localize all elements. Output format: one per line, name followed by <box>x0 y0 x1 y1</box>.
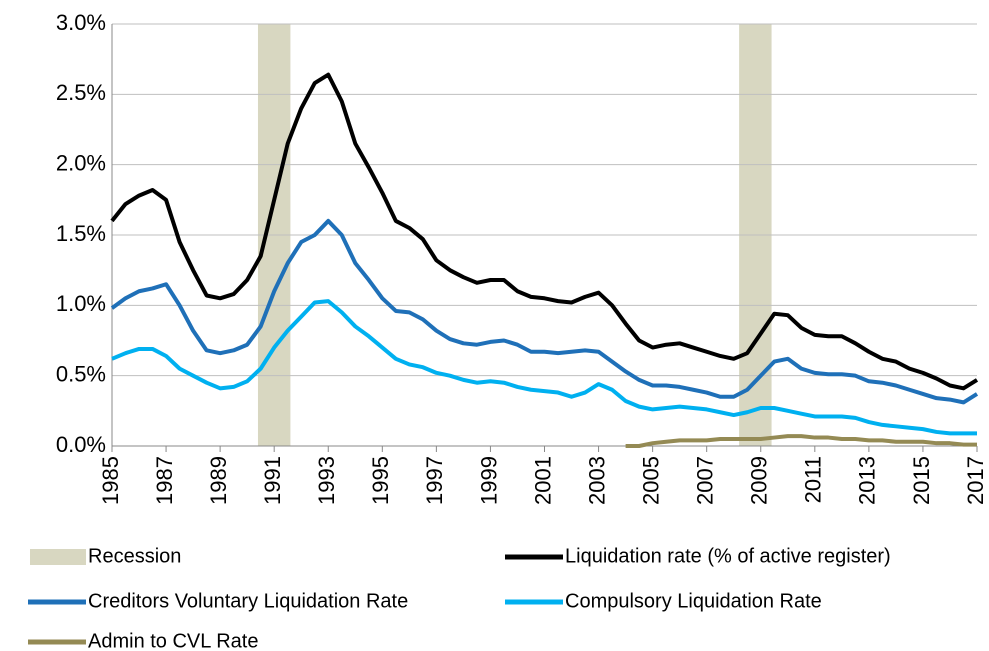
legend-label: Compulsory Liquidation Rate <box>565 590 822 612</box>
y-tick-label: 3.0% <box>56 10 106 35</box>
series-line <box>110 72 979 391</box>
x-tick-label: 2011 <box>801 456 826 503</box>
legend-swatch <box>30 549 86 565</box>
y-tick-label: 2.5% <box>56 80 106 105</box>
legend-label: Admin to CVL Rate <box>88 630 258 651</box>
x-tick-label: 1993 <box>314 456 339 505</box>
x-tick-label: 2009 <box>747 456 772 505</box>
legend-label: Creditors Voluntary Liquidation Rate <box>88 590 408 612</box>
x-tick-label: 1991 <box>260 456 285 505</box>
x-tick-label: 1985 <box>98 456 123 505</box>
x-tick-label: 2015 <box>909 456 934 505</box>
x-tick-label: 2013 <box>855 456 880 505</box>
legend-label: Recession <box>88 545 181 567</box>
x-tick-label: 1995 <box>368 456 393 505</box>
x-tick-label: 1997 <box>422 456 447 505</box>
x-tick-label: 2001 <box>530 456 555 505</box>
series-line <box>625 434 977 448</box>
x-tick-label: 2003 <box>584 456 609 505</box>
x-tick-label: 2005 <box>638 456 663 505</box>
y-tick-label: 0.5% <box>56 361 106 386</box>
x-tick-label: 1987 <box>152 456 177 505</box>
x-tick-label: 2017 <box>963 456 988 505</box>
series-line <box>110 218 979 405</box>
y-tick-label: 1.5% <box>56 221 106 246</box>
x-tick-label: 1989 <box>206 456 231 505</box>
y-tick-label: 0.0% <box>56 432 106 457</box>
y-tick-label: 2.0% <box>56 150 106 175</box>
legend-label: Liquidation rate (% of active register) <box>565 545 891 567</box>
x-tick-label: 2007 <box>693 456 718 505</box>
series-line <box>111 299 977 436</box>
x-tick-label: 1999 <box>476 456 501 505</box>
y-tick-label: 1.0% <box>56 291 106 316</box>
